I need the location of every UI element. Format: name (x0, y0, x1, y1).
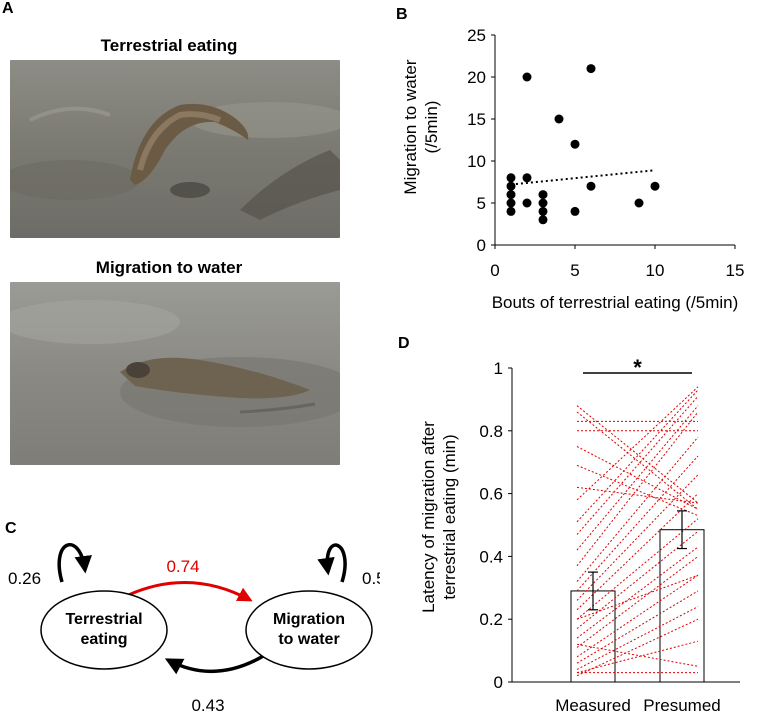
bar-y-tick-label: 0.2 (479, 610, 503, 629)
scatter-y-tick-label: 15 (467, 110, 486, 129)
scatter-y-tick-label: 25 (467, 26, 486, 45)
scatter-point (522, 198, 532, 208)
scatter-point (586, 181, 596, 191)
paired-line (576, 640, 699, 674)
scatter-y-tick-label: 10 (467, 152, 486, 171)
paired-line (576, 486, 699, 504)
scatter-x-tick-label: 5 (570, 261, 579, 280)
scatter-point (506, 181, 516, 191)
scatter-point (538, 206, 548, 216)
paired-line (576, 411, 699, 567)
paired-line (576, 574, 699, 658)
bar-category-label: Measured (555, 696, 631, 714)
bar-chart: Latency of migration after terrestrial ea… (419, 355, 740, 714)
scatter-point (522, 72, 532, 82)
scatter-point (570, 206, 580, 216)
scatter-x-tick-label: 10 (646, 261, 665, 280)
node-terrestrial-eating (40, 590, 168, 670)
backward-prob: 0.43 (191, 696, 224, 714)
scatter-x-tick-label: 15 (726, 261, 745, 280)
paired-line (576, 546, 699, 639)
scatter-point (522, 173, 532, 183)
scatter-y-label-line: Migration to water (401, 59, 420, 194)
scatter-point (634, 198, 644, 208)
scatter-chart: Migration to water (/5min) 0 5 10 15 20 25 0 5 10… (401, 26, 745, 312)
bar-y-tick-label: 0.4 (479, 547, 503, 566)
bar-y-tick-label: 0.8 (479, 422, 503, 441)
bar (659, 529, 705, 683)
panel-b-label: B (396, 6, 408, 23)
scatter-y-tick-label: 5 (477, 194, 486, 213)
node-terrestrial-eating-label: Terrestrial eating (65, 611, 142, 648)
scatter-point (586, 64, 596, 74)
scatter-point (570, 139, 580, 149)
photo-migration-to-water (10, 282, 340, 465)
photo1-title: Terrestrial eating (100, 36, 238, 55)
node-label-line: to water (278, 631, 339, 648)
scatter-point (506, 190, 516, 200)
self-prob-terrestrial: 0.26 (8, 569, 41, 588)
bar-y-tick-label: 0 (494, 673, 503, 692)
scatter-point (650, 181, 660, 191)
paired-line (576, 389, 699, 523)
paired-line (576, 590, 699, 664)
significance-marker: * (633, 355, 642, 380)
node-label-line: eating (80, 631, 127, 648)
node-migration-to-water (245, 590, 373, 670)
bar-y-label-line: Latency of migration after (419, 421, 438, 613)
node-migration-to-water-label: Migration to water (273, 611, 345, 648)
scatter-point (538, 198, 548, 208)
paired-line (576, 556, 699, 648)
paired-line (576, 606, 699, 670)
bar-y-tick-label: 0.6 (479, 485, 503, 504)
paired-line (576, 474, 699, 601)
photo-terrestrial-eating (10, 60, 340, 238)
panel-c-label: C (5, 520, 17, 537)
bar-category-label: Presumed (643, 696, 720, 714)
paired-line (576, 574, 699, 620)
scatter-point (554, 114, 564, 124)
node-label-line: Migration (273, 611, 345, 628)
scatter-point (538, 190, 548, 200)
state-transition-diagram: Terrestrial eating Migration to water 0.26… (8, 543, 380, 714)
transition-arrow-forward (117, 581, 253, 602)
forward-prob: 0.74 (166, 557, 199, 576)
self-loop-terrestrial (57, 543, 92, 583)
node-label-line: Terrestrial (65, 611, 142, 628)
scatter-x-axis-label: Bouts of terrestrial eating (/5min) (492, 293, 739, 312)
paired-line (576, 386, 699, 501)
paired-line (576, 405, 699, 551)
photo2-title: Migration to water (95, 258, 243, 277)
scatter-y-axis-label: Migration to water (/5min) (401, 59, 441, 194)
paired-line (576, 436, 699, 582)
paired-line (576, 411, 699, 510)
scatter-y-tick-label: 0 (477, 236, 486, 255)
scatter-trendline (510, 169, 656, 186)
scatter-y-label-line: (/5min) (422, 101, 441, 154)
paired-line (576, 464, 699, 517)
scatter-point (538, 215, 548, 225)
panel-d-label: D (398, 335, 410, 352)
self-loop-migration (317, 543, 347, 583)
self-prob-migration: 0.57 (362, 569, 380, 588)
bar-y-tick-label: 1 (494, 359, 503, 378)
paired-line (576, 405, 699, 504)
paired-line (576, 446, 699, 510)
scatter-y-tick-label: 20 (467, 68, 486, 87)
bar-y-axis-label: Latency of migration after terrestrial ea… (419, 421, 459, 613)
scatter-point (506, 206, 516, 216)
scatter-x-tick-label: 0 (490, 261, 499, 280)
scatter-point (506, 173, 516, 183)
bar-y-label-line: terrestrial eating (min) (440, 434, 459, 599)
scatter-point (506, 198, 516, 208)
paired-line (576, 395, 699, 535)
paired-line (576, 643, 699, 667)
transition-arrow-backward (164, 653, 266, 675)
panel-a-label: A (2, 0, 14, 17)
